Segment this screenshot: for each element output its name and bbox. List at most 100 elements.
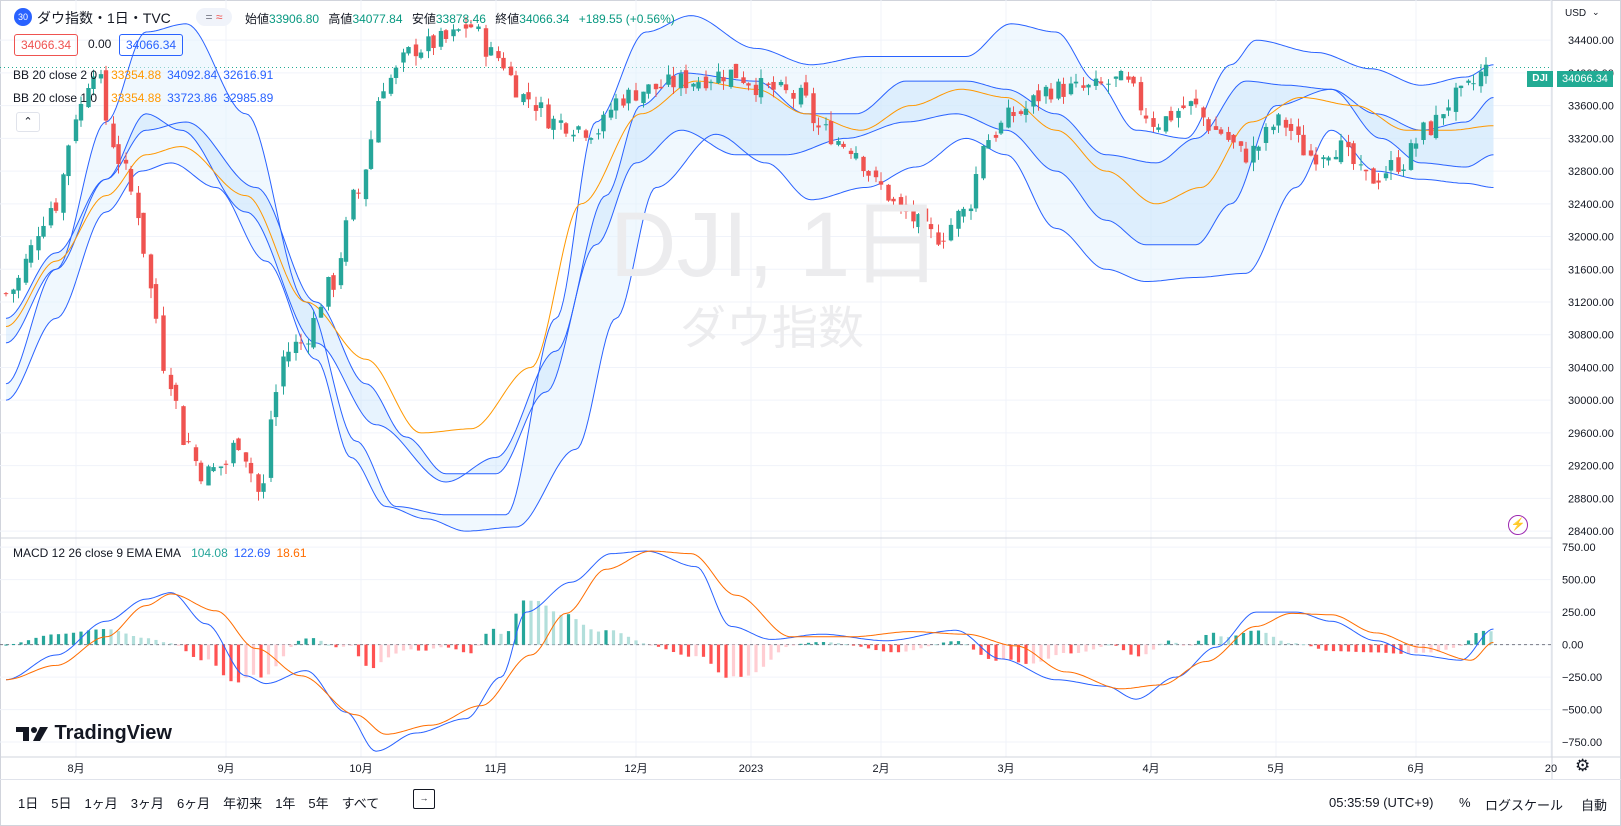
macd-histogram-bar — [671, 644, 676, 653]
timeframe-button[interactable]: 5年 — [308, 796, 329, 811]
macd-histogram-bar — [1436, 644, 1441, 652]
auto-scale-button[interactable]: 自動 — [1581, 798, 1608, 813]
candle-body — [1433, 114, 1439, 139]
macd-histogram-bar — [476, 644, 481, 646]
candle-body — [853, 152, 859, 159]
candle-body — [1453, 87, 1459, 112]
timeframe-button[interactable]: すべて — [341, 796, 380, 811]
price-tick-label: 30800.00 — [1568, 330, 1614, 342]
candle-body — [198, 462, 204, 482]
candle-body — [721, 77, 726, 82]
last-price-tag: 34066.34 — [1557, 71, 1613, 87]
candle-body — [1296, 126, 1301, 135]
candle-body — [256, 474, 261, 492]
candle-body — [393, 67, 399, 78]
macd-histogram-bar — [409, 644, 413, 650]
macd-histogram-bar — [904, 644, 908, 652]
timeframe-buttons: 1日 5日 1ヶ月 3ヶ月 6ヶ月 年初来 1年 5年 すべて — [18, 793, 379, 812]
macd-histogram-bar — [1159, 643, 1163, 645]
percent-scale-button[interactable]: % — [1459, 795, 1471, 810]
macd-histogram-bar — [649, 644, 653, 646]
candle-body — [658, 86, 664, 89]
candle-body — [236, 438, 241, 451]
candle-body — [331, 275, 336, 290]
bb2-legend[interactable]: BB 20 close 2 0 33354.88 34092.84 32616.91 — [13, 68, 274, 82]
timeframe-button[interactable]: 6ヶ月 — [176, 796, 211, 811]
candle-body — [916, 214, 921, 228]
candle-body — [891, 198, 896, 202]
candle-body — [778, 82, 784, 86]
compare-toggle-icon[interactable]: = ≈ — [196, 8, 232, 26]
currency-chevron-icon[interactable]: ⌄ — [1592, 7, 1600, 17]
macd-histogram-bar — [394, 644, 398, 654]
timeframe-button[interactable]: 1ヶ月 — [84, 796, 118, 811]
candle-body — [1018, 111, 1024, 114]
candle-body — [468, 24, 474, 28]
clock-readout[interactable]: 05:35:59 (UTC+9) — [1329, 795, 1434, 810]
candle-body — [1213, 126, 1219, 130]
candle-body — [268, 419, 274, 478]
macd-histogram-bar — [664, 644, 668, 650]
candle-body — [1023, 108, 1029, 115]
date-range-icon[interactable]: → — [413, 789, 435, 809]
candle-body — [173, 384, 179, 401]
candle-body — [501, 57, 506, 69]
timeframe-button[interactable]: 年初来 — [223, 796, 263, 811]
candle-body — [533, 105, 539, 111]
macd-histogram-bar — [386, 644, 391, 658]
candle-body — [298, 342, 304, 344]
macd-histogram-bar — [881, 644, 886, 652]
candle-body — [73, 119, 79, 142]
macd-histogram-bar — [799, 643, 803, 645]
candle-body — [1441, 114, 1446, 119]
buy-price-button[interactable]: 34066.34 — [119, 34, 184, 56]
macd-histogram-bar — [1369, 644, 1373, 653]
bb1-legend[interactable]: BB 20 close 1 0 33354.88 33723.86 32985.89 — [13, 91, 274, 105]
macd-histogram-bar — [694, 644, 698, 657]
macd-histogram-bar — [11, 643, 16, 645]
lightning-icon[interactable]: ⚡ — [1508, 515, 1528, 535]
macd-legend[interactable]: MACD 12 26 close 9 EMA EMA 104.08 122.69 18… — [13, 546, 307, 560]
symbol-title[interactable]: ダウ指数・1日・TVC — [37, 10, 171, 26]
candle-body — [426, 36, 431, 52]
macd-histogram-bar — [1106, 644, 1111, 646]
macd-histogram-bar — [1421, 644, 1426, 653]
sell-price-button[interactable]: 34066.34 — [14, 34, 79, 56]
macd-histogram-bar — [1136, 644, 1141, 657]
settings-gear-icon[interactable]: ⚙ — [1575, 756, 1591, 775]
timeframe-button[interactable]: 1日 — [18, 796, 39, 811]
macd-histogram-bar — [304, 638, 308, 645]
candle-body — [861, 156, 866, 172]
axes: 34400.0034000.0033600.0033200.0032800.00… — [0, 0, 1621, 779]
macd-histogram-bar — [866, 644, 871, 649]
candle-body — [111, 123, 116, 148]
candle-body — [771, 81, 776, 90]
macd-histogram-bar — [1151, 644, 1156, 650]
timeframe-button[interactable]: 5日 — [51, 796, 72, 811]
currency-selector[interactable]: USD — [1565, 8, 1587, 19]
macd-histogram-bar — [589, 629, 593, 645]
tradingview-logo[interactable]: TradingView — [16, 722, 172, 748]
candle-body — [376, 101, 381, 143]
macd-histogram-bar — [431, 644, 436, 649]
candle-body — [1156, 127, 1161, 130]
candle-body — [563, 123, 569, 134]
timeframe-button[interactable]: 3ヶ月 — [130, 796, 164, 811]
macd-histogram-bar — [979, 644, 983, 655]
macd-histogram-bar — [1316, 644, 1321, 649]
macd-histogram-bar — [356, 644, 361, 657]
timeframe-button[interactable]: 1年 — [275, 796, 296, 811]
macd-histogram-bar — [416, 644, 421, 651]
candle-body — [1338, 140, 1344, 163]
collapse-legend-button[interactable]: ⌃ — [16, 112, 40, 132]
candle-body — [248, 462, 254, 474]
macd-histogram-bar — [1016, 644, 1021, 663]
log-scale-button[interactable]: ログスケール — [1485, 798, 1564, 813]
macd-histogram-bar — [1264, 632, 1268, 645]
macd-histogram-bar — [506, 631, 511, 645]
macd-histogram-bar — [1376, 644, 1381, 653]
candle-body — [141, 212, 146, 254]
macd-histogram-bar — [191, 644, 196, 657]
macd-histogram-bar — [911, 644, 916, 651]
